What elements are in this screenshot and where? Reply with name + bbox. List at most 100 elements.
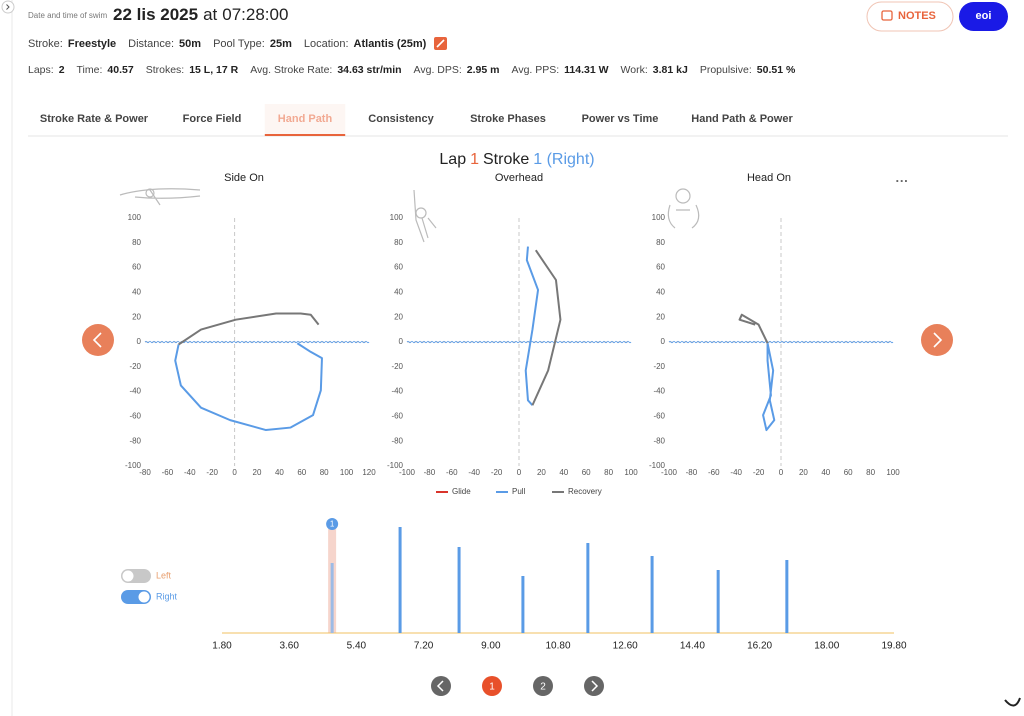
x-tick-label: -100 — [399, 468, 416, 477]
y-tick-label: 20 — [656, 312, 665, 321]
page-button[interactable] — [533, 676, 553, 696]
y-tick-label: -100 — [387, 461, 404, 470]
x-tick-label: 40 — [559, 468, 568, 477]
stats-label: Propulsive: — [700, 64, 752, 76]
y-tick-label: -20 — [129, 362, 141, 371]
x-tick-label: 100 — [340, 468, 354, 477]
x-tick-label: -40 — [468, 468, 480, 477]
x-tick-label: 80 — [604, 468, 613, 477]
y-tick-label: -80 — [391, 436, 403, 445]
y-tick-label: 0 — [137, 337, 142, 346]
stats-value: 15 L, 17 R — [189, 64, 238, 76]
details-line: Stroke: Freestyle Distance: 50m Pool Type: 25… — [28, 38, 427, 50]
y-tick-label: -60 — [653, 412, 665, 421]
stats-label: Work: — [621, 64, 648, 76]
y-tick-label: -80 — [129, 436, 141, 445]
x-tick-label: 9.00 — [481, 641, 501, 652]
hand-path — [762, 343, 776, 432]
stroke-bar[interactable] — [785, 560, 789, 633]
at: at — [203, 5, 217, 24]
y-tick-label: -60 — [129, 412, 141, 421]
stroke-bar[interactable] — [650, 556, 654, 633]
stroke-bar[interactable] — [716, 570, 720, 633]
tab[interactable]: Power vs Time — [582, 113, 659, 125]
notes-label[interactable]: NOTES — [898, 10, 936, 22]
tab[interactable]: Consistency — [368, 113, 434, 125]
stroke-number: 1 (Right) — [533, 151, 594, 168]
selection-marker — [326, 518, 339, 530]
date: 22 lis 2025 — [113, 5, 198, 24]
stroke-bar[interactable] — [330, 563, 334, 633]
next-stroke[interactable] — [921, 324, 953, 356]
tab[interactable]: Force Field — [183, 113, 242, 125]
page-next[interactable] — [584, 676, 604, 696]
notes-icon — [881, 10, 893, 21]
x-tick-label: 120 — [362, 468, 376, 477]
stroke-bar[interactable] — [521, 576, 525, 633]
stroke-bar[interactable] — [398, 527, 402, 633]
x-tick-label: 12.60 — [613, 641, 638, 652]
details-label: Distance: — [128, 38, 174, 50]
stats-value: 3.81 kJ — [653, 64, 688, 76]
water-line — [144, 340, 370, 344]
tab[interactable]: Hand Path & Power — [691, 113, 793, 125]
sidebar-toggle[interactable] — [1, 0, 15, 14]
details-label: Location: — [304, 38, 349, 50]
x-tick-label: 40 — [821, 468, 830, 477]
stats-label: Avg. DPS: — [414, 64, 462, 76]
details-value: Atlantis (25m) — [354, 38, 427, 50]
y-tick-label: 60 — [132, 263, 141, 272]
details-value: 25m — [270, 38, 292, 50]
y-tick-label: -80 — [653, 436, 665, 445]
next-arrow — [933, 332, 943, 348]
hand-path — [738, 313, 769, 344]
y-tick-label: -40 — [653, 387, 665, 396]
more-menu[interactable]: ··· — [896, 173, 909, 188]
prev-stroke[interactable] — [82, 324, 114, 356]
y-tick-label: -100 — [649, 461, 666, 470]
y-tick-label: -20 — [391, 362, 403, 371]
x-tick-label: 20 — [253, 468, 262, 477]
plot-title: Side On — [224, 172, 264, 184]
y-tick-label: 60 — [394, 263, 403, 272]
x-tick-label: 60 — [844, 468, 853, 477]
user-button[interactable] — [959, 2, 1008, 31]
toggle-knob[interactable] — [122, 570, 134, 582]
y-tick-label: 80 — [132, 238, 141, 247]
side-icon — [119, 188, 201, 206]
stroke-bar[interactable] — [586, 543, 590, 633]
headon-icon — [667, 188, 700, 229]
page-button[interactable] — [482, 676, 502, 696]
page-next-arrow — [591, 680, 599, 692]
stats-value: 2.95 m — [467, 64, 500, 76]
toggle-knob[interactable] — [138, 591, 150, 603]
x-tick-label: -60 — [446, 468, 458, 477]
stroke-bar[interactable] — [457, 547, 461, 633]
toggle-label[interactable]: Right — [156, 591, 178, 601]
stats-label: Laps: — [28, 64, 54, 76]
page-number[interactable]: 2 — [540, 682, 546, 693]
selection-label: 1 — [330, 520, 335, 529]
x-tick-label: -40 — [730, 468, 742, 477]
notes-button[interactable] — [866, 1, 954, 32]
stats-label: Avg. PPS: — [512, 64, 560, 76]
page-prev[interactable] — [431, 676, 451, 696]
user-label[interactable]: eoi — [976, 10, 992, 22]
date-label: Date and time of swim — [28, 11, 107, 20]
prev-arrow — [92, 332, 102, 348]
tab[interactable]: Stroke Phases — [470, 113, 546, 125]
page-number[interactable]: 1 — [489, 682, 495, 693]
sidebar-arrow — [6, 4, 10, 10]
y-tick-label: 40 — [394, 288, 403, 297]
toggle-label[interactable]: Left — [156, 570, 172, 580]
x-tick-label: 20 — [799, 468, 808, 477]
legend-label: Glide — [452, 487, 471, 496]
legend-label: Pull — [512, 487, 526, 496]
x-tick-label: 7.20 — [414, 641, 434, 652]
stats-label: Avg. Stroke Rate: — [250, 64, 332, 76]
stats-value: 34.63 str/min — [337, 64, 401, 76]
x-tick-label: -60 — [708, 468, 720, 477]
y-tick-label: 40 — [656, 288, 665, 297]
stats-value: 2 — [59, 64, 65, 76]
tab[interactable]: Stroke Rate & Power — [40, 113, 149, 125]
